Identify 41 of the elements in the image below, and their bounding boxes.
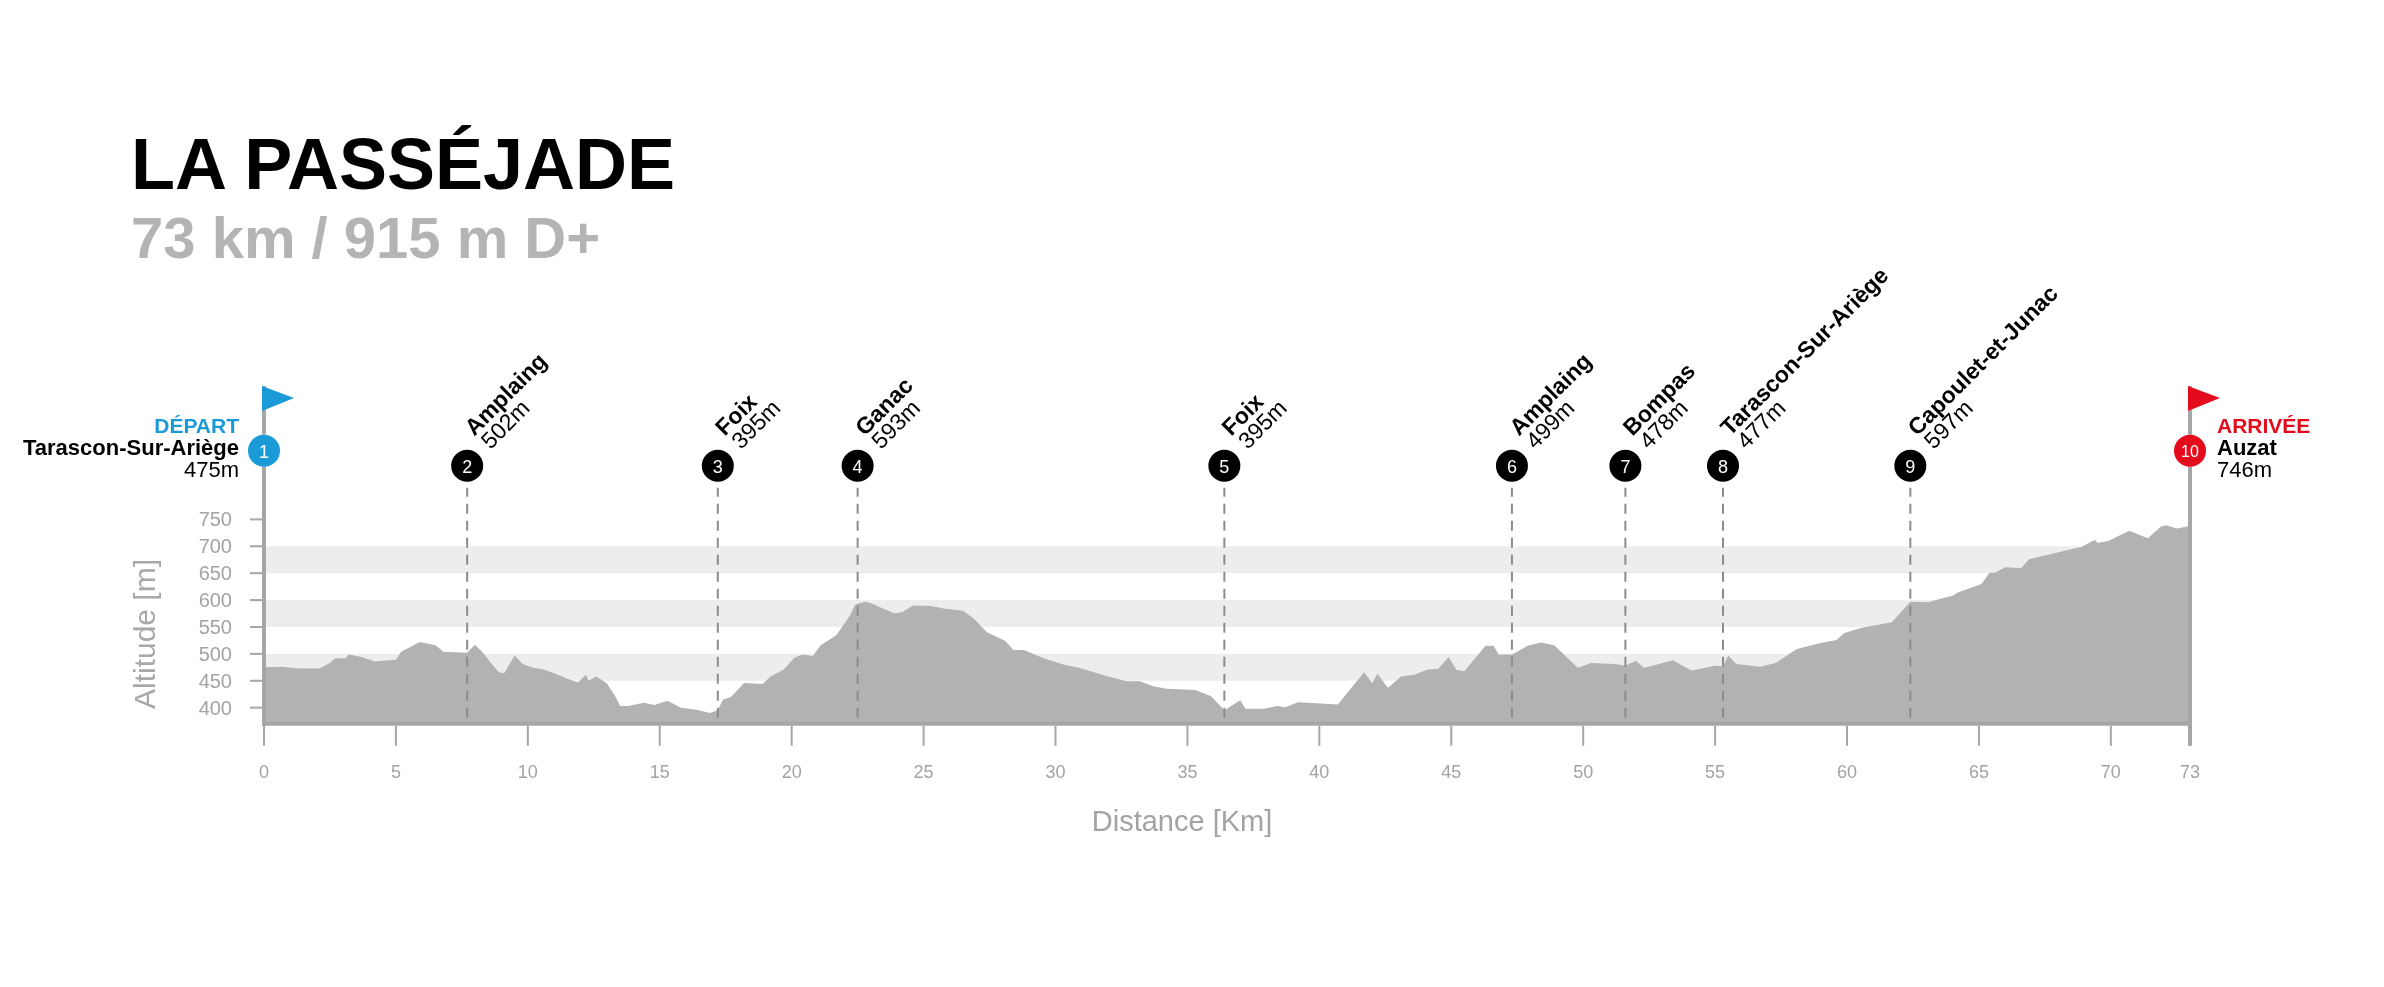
y-tick-label: 500 xyxy=(198,642,232,665)
x-tick-label: 40 xyxy=(1309,762,1330,782)
y-tick-label: 750 xyxy=(198,508,232,531)
x-tick-label: 5 xyxy=(390,762,401,782)
annotation: 5 xyxy=(1219,456,1230,477)
x-tick-label: 65 xyxy=(1968,762,1989,782)
y-axis-title: Altitude [m] xyxy=(128,558,161,710)
chart-title: LA PASSÉJADE xyxy=(131,124,676,204)
x-tick-label: 50 xyxy=(1573,762,1594,782)
ref-line-label: Tarascon-Sur-Ariège xyxy=(23,434,239,460)
chart-subtitle: 73 km / 915 m D+ xyxy=(131,205,601,270)
x-tick-label: 60 xyxy=(1837,762,1858,782)
y-tick-label: 700 xyxy=(198,535,232,558)
annotation: 7 xyxy=(1620,456,1631,477)
x-tick-label: 30 xyxy=(1045,762,1066,782)
x-tick-label: 25 xyxy=(913,762,934,782)
x-axis-title: Distance [Km] xyxy=(1091,805,1273,837)
annotation: 6 xyxy=(1506,456,1517,477)
annotation: 9 xyxy=(1905,456,1916,477)
x-tick-label: 10 xyxy=(517,762,538,782)
y-tick-label: 650 xyxy=(198,562,232,585)
x-tick-label: 35 xyxy=(1177,762,1198,782)
annotation: 4 xyxy=(852,456,863,477)
x-tick-label: 15 xyxy=(649,762,670,782)
x-tick-label: 55 xyxy=(1705,762,1726,782)
x-tick-label: 45 xyxy=(1441,762,1462,782)
text: 10 xyxy=(2181,443,2199,461)
annotation: 2 xyxy=(462,456,473,477)
annotation: 8 xyxy=(1718,456,1729,477)
y-tick-label: 600 xyxy=(198,589,232,612)
text: ARRIVÉE xyxy=(2217,413,2311,437)
text: DÉPART xyxy=(154,413,240,437)
text: 1 xyxy=(258,441,270,462)
x-tick-label: 0 xyxy=(258,762,270,782)
x-tick-label: 73 xyxy=(2179,762,2201,782)
x-tick-label: 70 xyxy=(2100,762,2121,782)
annotation: 3 xyxy=(712,456,723,477)
x-tick-label: 20 xyxy=(781,762,802,782)
y-tick-label: 550 xyxy=(198,615,232,638)
y-tick-label: 450 xyxy=(198,669,232,692)
y-tick-label: 400 xyxy=(198,696,232,719)
